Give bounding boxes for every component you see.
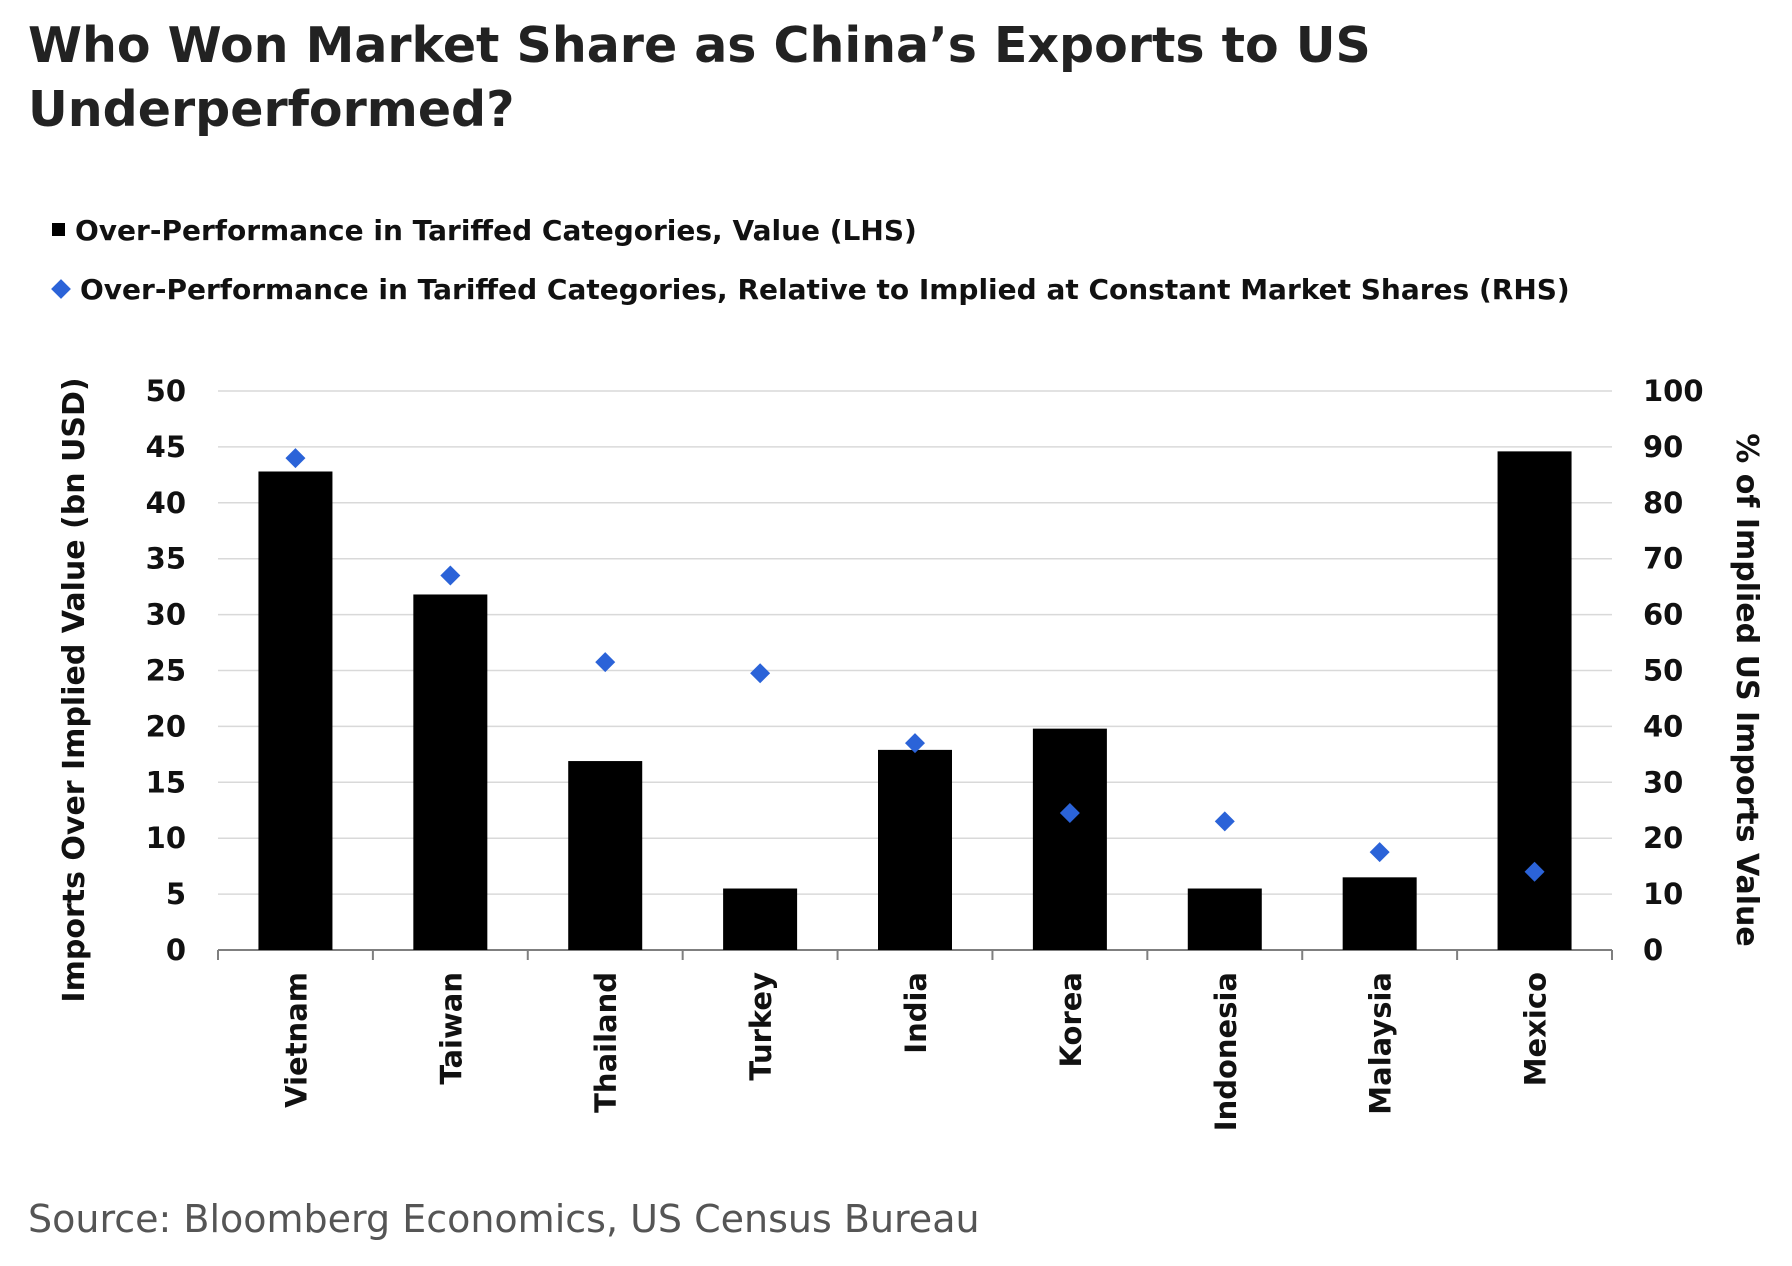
y-left-tick-label: 50 bbox=[146, 374, 186, 408]
y-left-tick-label: 20 bbox=[146, 709, 186, 743]
y-left-tick-label: 10 bbox=[146, 821, 186, 855]
x-category-label: India bbox=[899, 972, 933, 1054]
bar-turkey bbox=[723, 888, 798, 950]
x-category-label: Malaysia bbox=[1364, 972, 1398, 1115]
y-right-tick-label: 70 bbox=[1643, 542, 1683, 576]
x-category-label: Taiwan bbox=[434, 972, 468, 1085]
x-category-label: Mexico bbox=[1519, 972, 1553, 1086]
x-category-label: Turkey bbox=[744, 972, 778, 1081]
y-right-tick-label: 20 bbox=[1643, 821, 1683, 855]
y-left-tick-label: 0 bbox=[166, 933, 186, 967]
x-category-label: Thailand bbox=[589, 972, 623, 1113]
y-right-tick-label: 60 bbox=[1643, 598, 1683, 632]
x-category-label: Indonesia bbox=[1209, 972, 1243, 1131]
marker-taiwan bbox=[440, 565, 461, 586]
y-left-tick-label: 35 bbox=[146, 542, 186, 576]
y-left-tick-label: 25 bbox=[146, 654, 186, 688]
y-left-tick-label: 5 bbox=[166, 877, 186, 911]
bar-taiwan bbox=[413, 594, 488, 950]
legend-entry-bar: Over-Performance in Tariffed Categories,… bbox=[52, 214, 917, 247]
marker-vietnam bbox=[285, 448, 306, 469]
marker-india bbox=[905, 733, 925, 754]
legend-bar-label: Over-Performance in Tariffed Categories,… bbox=[75, 214, 917, 247]
legend-entry-marker: Over-Performance in Tariffed Categories,… bbox=[51, 273, 1570, 306]
chart-title: Who Won Market Share as China’s Exports … bbox=[28, 17, 1371, 138]
legend-bar-swatch bbox=[52, 223, 65, 236]
y-right-tick-label: 80 bbox=[1643, 486, 1683, 520]
y-right-tick-label: 90 bbox=[1643, 430, 1683, 464]
y-left-tick-label: 40 bbox=[146, 486, 186, 520]
bar-thailand bbox=[568, 761, 643, 950]
y-left-axis-title: Imports Over Implied Value (bn USD) bbox=[57, 377, 92, 1002]
marker-thailand bbox=[595, 652, 616, 673]
marker-malaysia bbox=[1369, 842, 1390, 863]
bar-india bbox=[878, 749, 952, 950]
bar-vietnam bbox=[258, 471, 333, 950]
x-category-label: Korea bbox=[1054, 972, 1088, 1067]
bar-korea bbox=[1032, 728, 1107, 950]
bar-malaysia bbox=[1342, 877, 1417, 950]
y-right-tick-label: 50 bbox=[1643, 654, 1683, 688]
bar-indonesia bbox=[1187, 888, 1262, 950]
marker-indonesia bbox=[1214, 811, 1235, 832]
y-right-tick-label: 30 bbox=[1643, 765, 1683, 799]
marker-mexico bbox=[1524, 861, 1545, 882]
y-left-tick-label: 45 bbox=[146, 430, 186, 464]
y-right-tick-label: 10 bbox=[1643, 877, 1683, 911]
legend-marker-label: Over-Performance in Tariffed Categories,… bbox=[80, 273, 1570, 306]
y-left-tick-label: 15 bbox=[146, 765, 186, 799]
y-right-axis-title: % of Implied US Imports Value bbox=[1729, 433, 1764, 947]
y-right-tick-label: 0 bbox=[1643, 933, 1663, 967]
x-category-label: Vietnam bbox=[279, 972, 313, 1108]
marker-korea bbox=[1059, 803, 1080, 824]
y-right-tick-label: 40 bbox=[1643, 709, 1683, 743]
source-note: Source: Bloomberg Economics, US Census B… bbox=[28, 1197, 980, 1241]
y-left-tick-label: 30 bbox=[146, 598, 186, 632]
y-right-tick-label: 100 bbox=[1643, 374, 1704, 408]
marker-turkey bbox=[750, 663, 771, 684]
